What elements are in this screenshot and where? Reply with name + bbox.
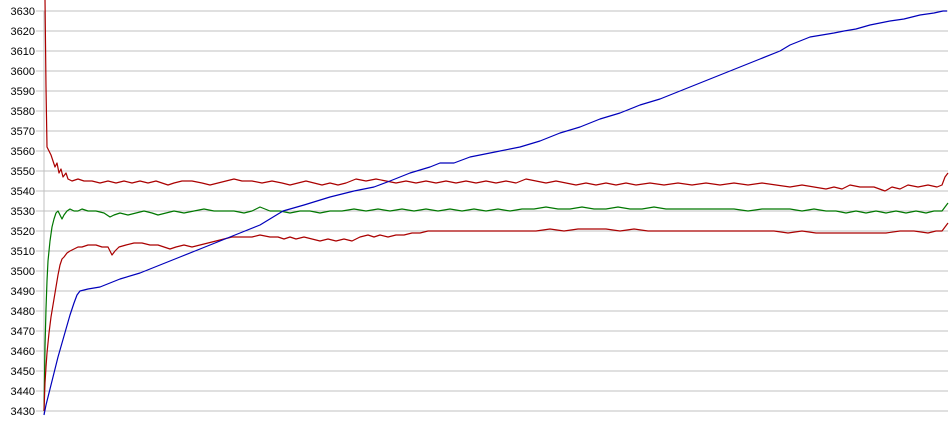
y-axis-tick-label: 3570 bbox=[11, 126, 35, 138]
y-axis-tick-label: 3510 bbox=[11, 246, 35, 258]
y-axis-tick-label: 3610 bbox=[11, 46, 35, 58]
y-axis-tick-label: 3620 bbox=[11, 26, 35, 38]
y-axis-ticks bbox=[36, 10, 44, 412]
y-axis-tick-label: 3600 bbox=[11, 66, 35, 78]
y-axis-tick-label: 3540 bbox=[11, 186, 35, 198]
y-axis-tick-label: 3530 bbox=[11, 206, 35, 218]
y-axis-tick-label: 3480 bbox=[11, 306, 35, 318]
y-gridlines bbox=[44, 10, 948, 412]
series-lower-red-line bbox=[43, 222, 949, 412]
y-axis-labels: 3630 3620 3610 3600 3590 3580 3570 3560 3550 3540… bbox=[11, 6, 35, 418]
y-axis-tick-label: 3500 bbox=[11, 266, 35, 278]
y-axis-tick-label: 3590 bbox=[11, 86, 35, 98]
y-axis-tick-label: 3630 bbox=[11, 6, 35, 18]
y-axis-tick-label: 3550 bbox=[11, 166, 35, 178]
y-axis-tick-label: 3560 bbox=[11, 146, 35, 158]
y-axis-tick-label: 3470 bbox=[11, 326, 35, 338]
y-axis-tick-label: 3490 bbox=[11, 286, 35, 298]
y-axis-tick-label: 3520 bbox=[11, 226, 35, 238]
y-axis-tick-label: 3440 bbox=[11, 386, 35, 398]
y-axis-tick-label: 3450 bbox=[11, 366, 35, 378]
y-axis-tick-label: 3430 bbox=[11, 406, 35, 418]
y-axis-tick-label: 3460 bbox=[11, 346, 35, 358]
y-axis-tick-label: 3580 bbox=[11, 106, 35, 118]
series-green-line bbox=[43, 202, 949, 412]
series-blue-rising-line bbox=[43, 10, 947, 416]
series-upper-red-line bbox=[44, 0, 949, 192]
